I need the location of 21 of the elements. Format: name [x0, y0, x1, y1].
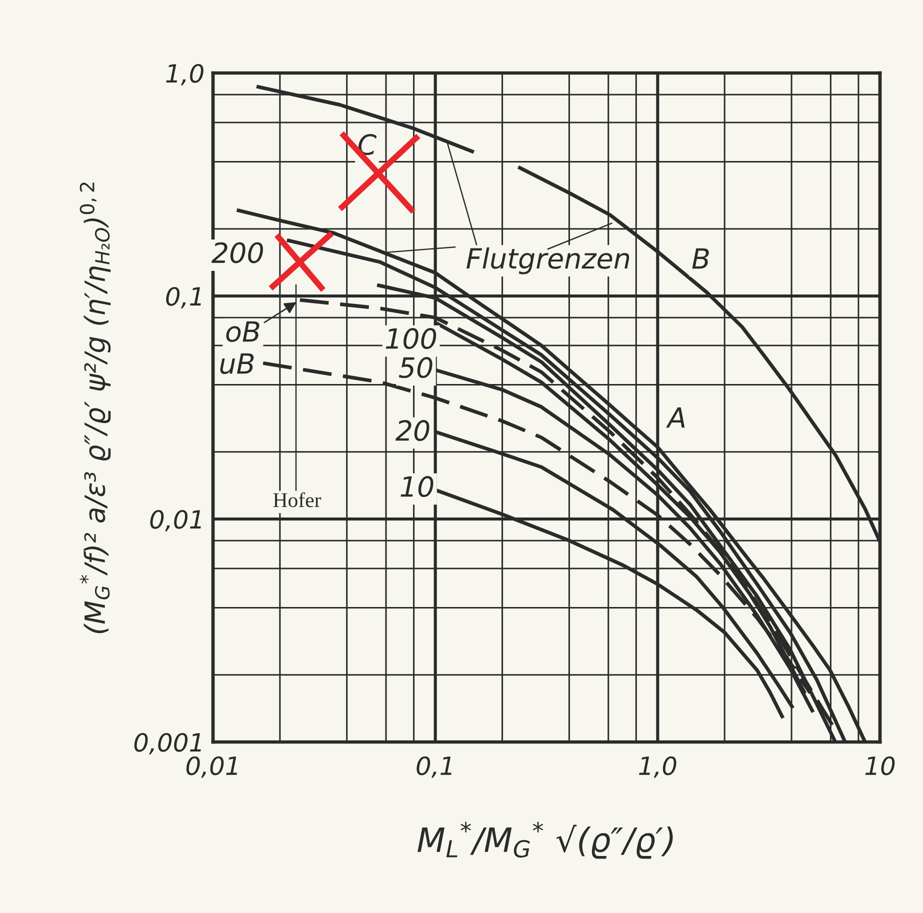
x-tick-label: 0,01 — [186, 756, 238, 778]
x-axis-title: M$_{L}$$^{*}$/M$_{G}$$^{*}$ √(ϱ″/ϱ′) — [418, 822, 673, 859]
y-tick-label: 0,1 — [166, 286, 201, 308]
annotation: A — [666, 407, 685, 428]
y-axis-title: (M$_{G}$$^{*}$/f)² a/ε³ ϱ″/ϱ′ ψ²/g (η′/η$_{H₂O}$)$^{0,2}$ — [80, 182, 111, 634]
y-tick-label: 0,01 — [150, 510, 201, 532]
annotation: Flutgrenzen — [466, 247, 630, 274]
annotation: oB — [226, 321, 260, 342]
annotation: B — [692, 248, 709, 269]
annotation: 200 — [211, 242, 263, 264]
x-tick-label: 0,1 — [416, 756, 452, 778]
annotation: 10 — [400, 476, 434, 498]
annotation: 50 — [398, 357, 432, 378]
x-tick-label: 10 — [865, 756, 895, 776]
y-tick-label: 1,0 — [166, 64, 204, 86]
annotation: 20 — [395, 420, 430, 442]
annotation: uB — [220, 353, 254, 374]
y-tick-label: 0,001 — [134, 732, 201, 754]
x-tick-label: 1,0 — [639, 756, 676, 778]
annotation: Hofer — [273, 492, 322, 508]
annotation: 100 — [386, 328, 436, 350]
